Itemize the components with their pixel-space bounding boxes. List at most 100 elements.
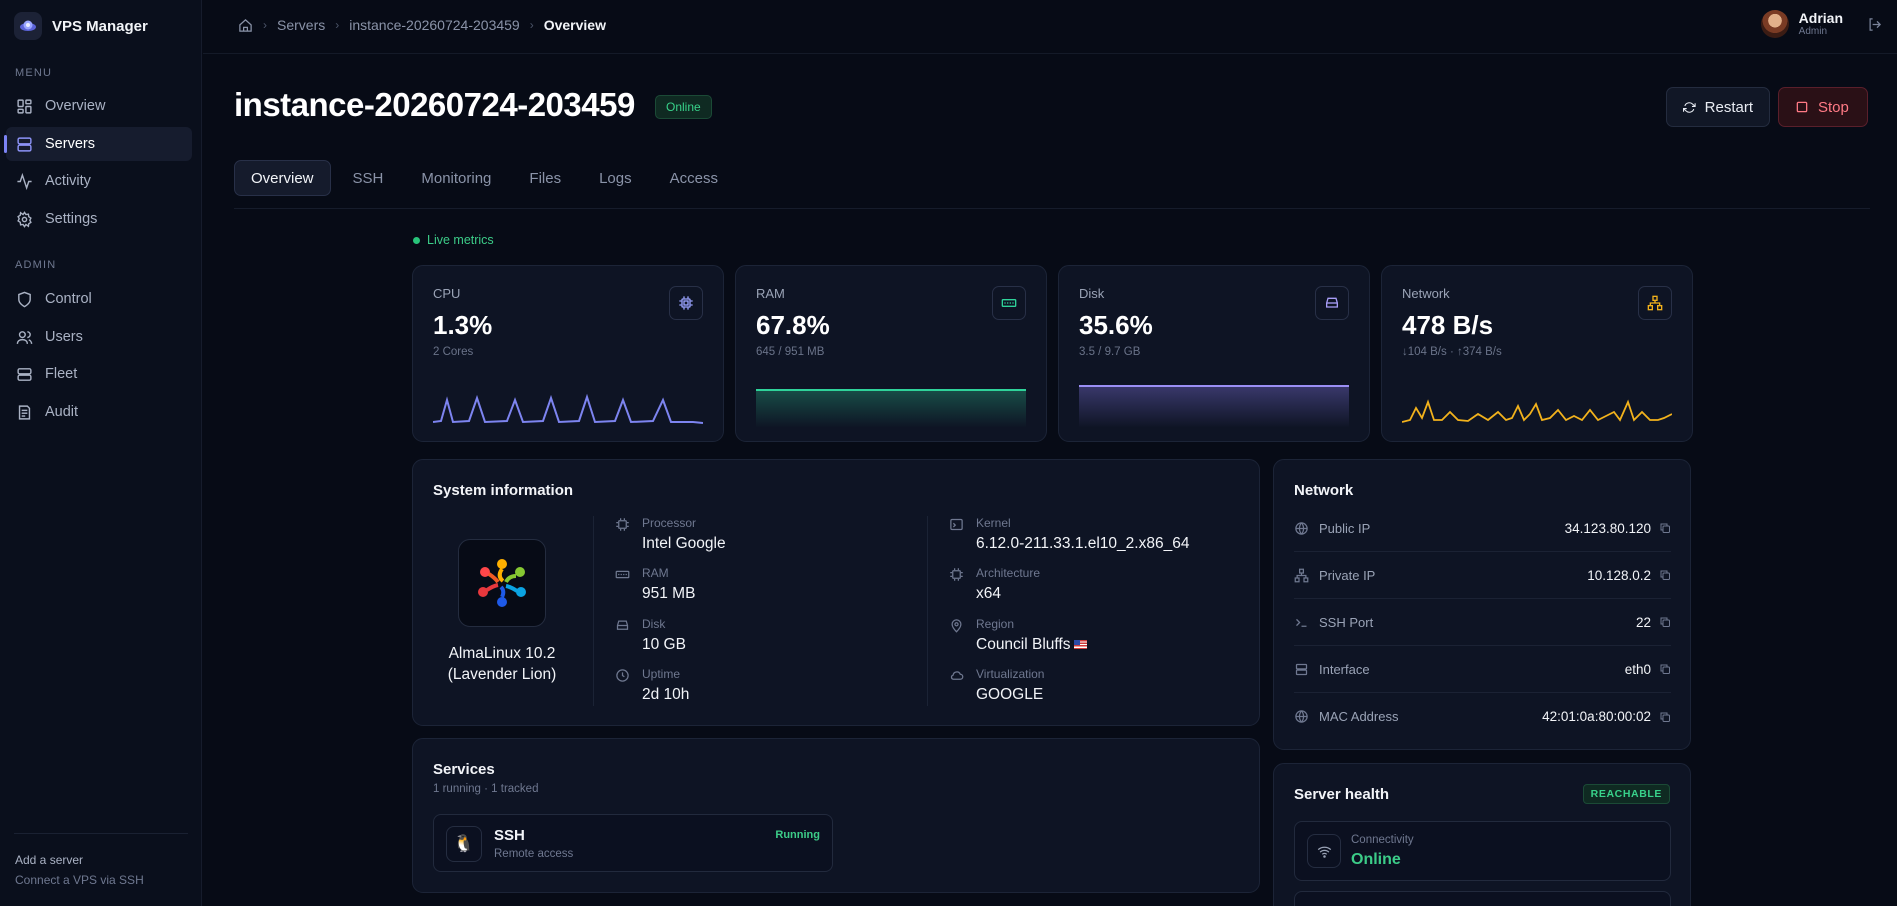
tab-overview[interactable]: Overview (234, 160, 331, 196)
chevron-right-icon: › (335, 18, 340, 32)
tab-ssh[interactable]: SSH (352, 169, 384, 187)
sidebar-item-overview[interactable]: Overview (6, 89, 192, 123)
shield-icon (18, 291, 31, 307)
info-kernel: Kernel 6.12.0-211.33.1.el10_2.x86_64 (949, 516, 1189, 553)
ram-value: 951 MB (642, 585, 696, 602)
chevron-right-icon: › (263, 18, 267, 32)
sidebar-item-label: Overview (45, 98, 106, 114)
network-icon (1294, 568, 1309, 582)
user-menu[interactable]: Adrian Admin (1760, 10, 1882, 38)
linux-icon: 🐧 (446, 826, 482, 862)
cpu-sparkline (433, 393, 703, 424)
kernel-label: Kernel (976, 516, 1011, 530)
system-info-title: System information (433, 482, 574, 499)
sidebar-item-label: Servers (45, 136, 95, 152)
copy-icon[interactable] (1659, 522, 1671, 534)
tabs-divider (234, 208, 1870, 209)
stop-icon (1796, 101, 1808, 113)
disk-icon (616, 620, 629, 630)
copy-icon[interactable] (1659, 663, 1671, 675)
network-title: Network (1294, 482, 1354, 499)
network-sub: ↓104 B/s · ↑374 B/s (1402, 346, 1502, 358)
ram-value: 67.8% (756, 310, 830, 340)
disk-label: Disk (642, 617, 666, 631)
admin-heading: ADMIN (15, 259, 57, 271)
copy-icon[interactable] (1659, 711, 1671, 723)
net-value: 10.128.0.2 (1587, 567, 1651, 583)
net-label: Public IP (1319, 520, 1371, 536)
info-uptime: Uptime 2d 10h (615, 667, 689, 704)
disk-value: 35.6% (1079, 310, 1153, 340)
breadcrumb-instance[interactable]: instance-20260724-203459 (349, 17, 520, 33)
sidebar-item-fleet[interactable]: Fleet (6, 357, 192, 391)
live-dot-icon (413, 236, 420, 244)
os-name: AlmaLinux 10.2 (Lavender Lion) (447, 645, 557, 683)
os-logo-icon (458, 539, 546, 627)
info-ram: RAM 951 MB (615, 566, 695, 603)
activity-icon (17, 172, 32, 190)
tab-monitoring[interactable]: Monitoring (421, 169, 492, 187)
tab-files[interactable]: Files (529, 169, 562, 187)
net-label: SSH Port (1319, 614, 1374, 630)
server-health-card: Server health REACHABLE Connectivity Onl… (1273, 763, 1691, 906)
sidebar-item-control[interactable]: Control (6, 282, 192, 316)
copy-icon[interactable] (1659, 616, 1671, 628)
tab-access[interactable]: Access (669, 169, 718, 187)
user-name: Adrian (1798, 10, 1843, 26)
ram-sub: 645 / 951 MB (756, 346, 825, 358)
net-row-private-ip: Private IP 10.128.0.2 (1294, 552, 1671, 599)
avatar[interactable] (1760, 10, 1789, 38)
home-icon[interactable] (238, 18, 253, 33)
disk-sub: 3.5 / 9.7 GB (1079, 346, 1141, 358)
copy-icon[interactable] (1659, 569, 1671, 581)
net-value: 34.123.80.120 (1564, 520, 1651, 536)
memory-icon (615, 570, 630, 579)
service-name: SSH (494, 827, 525, 844)
sidebar-item-activity[interactable]: Activity (6, 164, 192, 198)
net-label: Private IP (1319, 567, 1376, 583)
net-row-mac: MAC Address 42:01:0a:80:00:02 (1294, 693, 1671, 740)
region-label: Region (976, 617, 1015, 631)
connectivity-label: Connectivity (1351, 834, 1414, 846)
sidebar-item-label: Settings (45, 211, 98, 227)
ram-card: RAM 67.8% 645 / 951 MB (735, 265, 1047, 442)
breadcrumb-servers[interactable]: Servers (277, 17, 326, 33)
globe-icon (1295, 710, 1308, 723)
cpu-icon (669, 286, 703, 320)
restart-button[interactable]: Restart (1666, 87, 1770, 127)
tab-bar: Overview SSH Monitoring Files Logs Acces… (234, 160, 734, 196)
service-item-ssh[interactable]: 🐧 SSH Remote access Running (433, 814, 833, 872)
sidebar-item-label: Activity (45, 173, 91, 189)
live-indicator: Live metrics (413, 233, 494, 247)
system-info-card: System information AlmaLinux 10.2 (Laven… (412, 459, 1260, 726)
sidebar-divider (14, 833, 188, 834)
net-row-interface: Interface eth0 (1294, 646, 1671, 693)
tab-logs[interactable]: Logs (599, 169, 632, 187)
disk-card: Disk 35.6% 3.5 / 9.7 GB (1058, 265, 1370, 442)
net-label: Interface (1319, 661, 1370, 677)
restart-label: Restart (1704, 98, 1753, 116)
user-role: Admin (1798, 26, 1828, 37)
architecture-label: Architecture (976, 566, 1041, 580)
network-sparkline (1402, 399, 1672, 423)
fleet-icon (17, 367, 32, 381)
chip-icon (950, 568, 963, 581)
cloud-icon (950, 671, 964, 680)
service-desc: Remote access (494, 848, 574, 860)
brand[interactable]: VPS Manager (14, 12, 148, 40)
us-flag-icon (1074, 640, 1088, 650)
sidebar-item-settings[interactable]: Settings (6, 202, 192, 236)
cpu-value: 1.3% (433, 310, 493, 340)
topbar: › Servers › instance-20260724-203459 › O… (203, 0, 1897, 54)
sidebar-item-servers[interactable]: Servers (4, 127, 192, 161)
sidebar-item-audit[interactable]: Audit (6, 395, 192, 429)
add-server-link[interactable]: Add a server (15, 853, 84, 867)
sidebar-item-users[interactable]: Users (6, 320, 192, 354)
app-name: VPS Manager (52, 17, 148, 35)
stop-button[interactable]: Stop (1778, 87, 1868, 127)
logout-icon[interactable] (1867, 17, 1882, 32)
sidebar-item-label: Control (45, 291, 92, 307)
disk-sparkline (1079, 385, 1349, 428)
net-row-ssh-port: SSH Port 22 (1294, 599, 1671, 646)
service-status: Running (775, 829, 820, 841)
